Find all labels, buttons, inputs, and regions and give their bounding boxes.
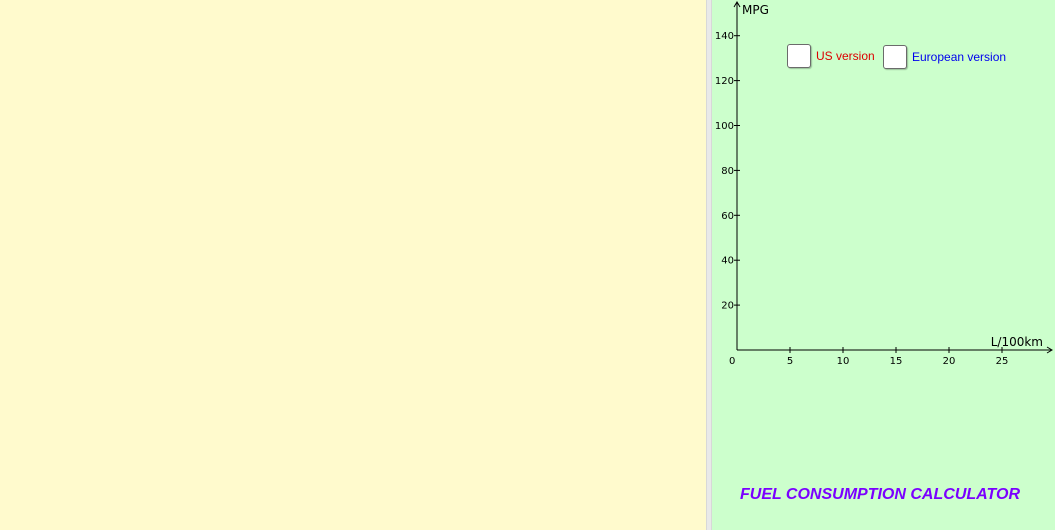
x-tick-label: 25 [996, 356, 1009, 367]
y-tick-label: 20 [721, 301, 734, 312]
x-axis-title: L/100km [991, 335, 1043, 349]
calculator-title: FUEL CONSUMPTION CALCULATOR [740, 486, 1020, 503]
y-axis-title: MPG [742, 3, 769, 17]
y-tick-label: 140 [715, 31, 734, 42]
y-tick-label: 60 [721, 211, 734, 222]
pane-splitter[interactable] [706, 0, 712, 530]
y-tick-label: 80 [721, 166, 734, 177]
x-tick-label: 20 [943, 356, 956, 367]
y-tick-label: 120 [715, 76, 734, 87]
y-tick-label: 100 [715, 121, 734, 132]
x-tick-label: 5 [787, 356, 793, 367]
y-tick-label: 40 [721, 256, 734, 267]
european-version-checkbox-group[interactable]: European version [883, 45, 1006, 69]
graphics-view[interactable]: 5 10 15 20 25 20 40 60 80 100 120 140 MPG L/100km 0… [712, 0, 1055, 530]
x-axis-arrow [1046, 346, 1053, 354]
x-tick-label: 15 [890, 356, 903, 367]
algebra-view[interactable] [0, 0, 707, 530]
us-version-checkbox[interactable] [787, 44, 811, 68]
ticks-layer: 5 10 15 20 25 20 40 60 80 100 120 140 [715, 31, 1008, 367]
origin-label: 0 [729, 356, 735, 367]
y-axis-arrow [733, 1, 741, 8]
us-version-label: US version [816, 49, 875, 63]
x-tick-label: 10 [837, 356, 850, 367]
european-version-label: European version [912, 50, 1007, 64]
us-version-checkbox-group[interactable]: US version [787, 44, 875, 68]
european-version-checkbox[interactable] [883, 45, 907, 69]
coordinate-graph: 5 10 15 20 25 20 40 60 80 100 120 140 MPG L/100km 0 [715, 1, 1053, 367]
